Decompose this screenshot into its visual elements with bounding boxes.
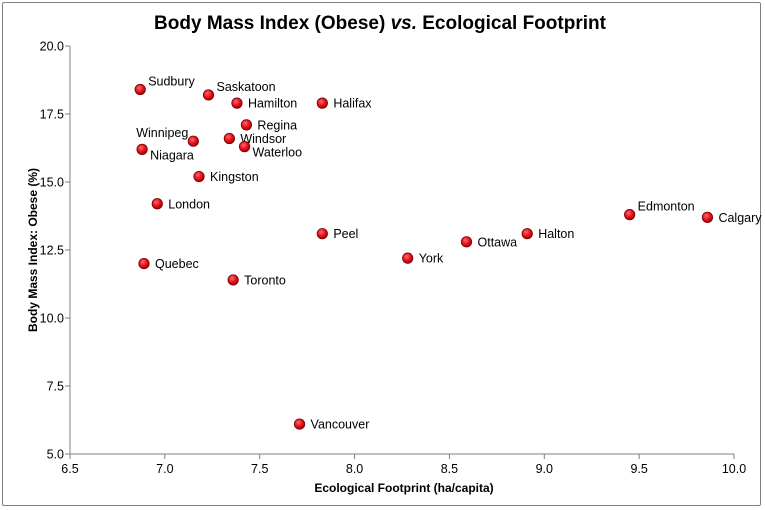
point-label-hamilton: Hamilton [248,97,297,111]
data-point-ottawa [460,236,473,248]
point-label-quebec: Quebec [155,257,199,271]
data-point-york [402,252,414,264]
point-label-london: London [168,197,210,211]
point-label-winnipeg: Winnipeg [136,126,188,140]
y-tick-label: 5.0 [47,448,64,462]
x-tick-label: 7.0 [156,462,173,476]
point-label-ottawa: Ottawa [478,235,518,249]
title-part-1: vs. [391,13,417,34]
point-label-windsor: Windsor [240,132,286,146]
point-label-calgary: Calgary [718,211,762,225]
y-tick-label: 17.5 [40,108,64,122]
point-label-halifax: Halifax [333,97,372,111]
point-label-saskatoon: Saskatoon [216,80,275,94]
data-point-hamilton [231,97,243,109]
data-point-saskatoon [202,89,215,101]
point-label-waterloo: Waterloo [253,146,303,160]
data-point-edmonton [624,209,636,221]
x-tick-label: 10.0 [722,462,746,476]
data-point-toronto [227,274,239,286]
point-label-vancouver: Vancouver [311,418,370,432]
data-point-winnipeg [187,135,199,147]
data-point-halton [521,228,533,240]
point-label-niagara: Niagara [150,148,194,162]
axes [65,45,735,459]
point-label-peel: Peel [333,227,358,241]
tick-labels: 6.5 7.0 7.5 8.0 8.5 9.0 9.5 10.0 5.0 7.5 10.0 12.5 1… [40,40,747,477]
point-label-regina: Regina [257,118,297,132]
y-tick-label: 12.5 [40,244,64,258]
x-tick-label: 9.5 [630,462,647,476]
x-tick-label: 7.5 [251,462,268,476]
y-tick-label: 20.0 [40,40,64,54]
data-point-regina [240,119,253,131]
data-point-quebec [138,257,150,270]
x-tick-label: 6.5 [61,462,78,476]
chart-title: Body Mass Index (Obese) vs. Ecological F… [154,13,607,34]
title-part-0: Body Mass Index (Obese) [154,13,391,34]
point-label-edmonton: Edmonton [638,200,695,214]
x-tick-label: 9.0 [536,462,553,476]
y-tick-label: 7.5 [47,380,64,394]
y-tick-label: 10.0 [40,312,64,326]
y-tick-label: 15.0 [40,176,64,190]
data-point-windsor [223,132,235,145]
point-label-sudbury: Sudbury [148,75,195,89]
x-tick-label: 8.0 [346,462,363,476]
data-point-peel [316,228,328,240]
point-label-halton: Halton [538,227,574,241]
point-label-toronto: Toronto [244,273,286,287]
data-point-vancouver [293,418,306,430]
data-point-kingston [193,170,205,183]
data-point-niagara [136,143,148,155]
title-part-2: Ecological Footprint [417,13,607,34]
data-point-sudbury [134,83,146,96]
data-point-waterloo [238,141,251,153]
x-axis-title: Ecological Footprint (ha/capita) [314,481,493,495]
x-tick-label: 8.5 [441,462,458,476]
point-label-kingston: Kingston [210,170,259,184]
point-label-york: York [419,252,444,266]
data-point-london [151,198,163,210]
data-point-halifax [316,97,328,109]
data-point-calgary [701,211,714,223]
y-axis-title: Body Mass Index: Obese (%) [26,168,40,332]
